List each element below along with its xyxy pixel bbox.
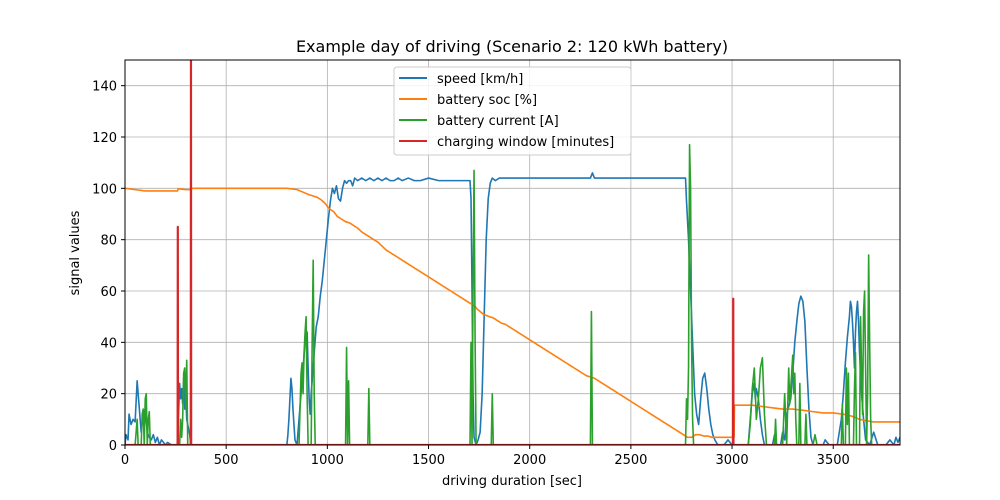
x-tick-label: 2500 <box>614 453 647 468</box>
y-tick-label: 100 <box>92 182 117 197</box>
x-tick-label: 2000 <box>513 453 546 468</box>
x-tick-label: 3000 <box>716 453 749 468</box>
y-axis-label: signal values <box>68 210 83 295</box>
y-tick-label: 140 <box>92 80 117 95</box>
x-axis-label: driving duration [sec] <box>442 474 582 489</box>
series-line-battery-soc <box>125 187 900 439</box>
chart-title: Example day of driving (Scenario 2: 120 … <box>296 37 728 56</box>
legend-entry: speed [km/h] <box>437 72 523 87</box>
series-layer <box>125 60 900 445</box>
y-tick-label: 80 <box>100 234 117 249</box>
series-line-battery-current-a <box>125 143 900 445</box>
x-tick-label: 1000 <box>311 453 344 468</box>
x-tick-label: 3500 <box>817 453 850 468</box>
ticks: 0 500 1000 1500 2000 2500 3000 3500 0 20 40 60 80 100… <box>92 80 850 468</box>
legend-box <box>393 66 632 156</box>
y-tick-label: 20 <box>100 388 117 403</box>
y-tick-label: 0 <box>109 439 117 454</box>
x-tick-label: 500 <box>214 453 239 468</box>
y-tick-label: 60 <box>100 285 117 300</box>
series-line-charging-window-minutes <box>125 60 900 445</box>
legend-entry: battery current [A] <box>437 114 559 129</box>
legend: speed [km/h] battery soc [%] battery curre… <box>393 66 632 156</box>
y-tick-label: 40 <box>100 336 117 351</box>
legend-entry: charging window [minutes] <box>437 135 614 150</box>
plot-frame <box>124 59 901 446</box>
y-tick-label: 120 <box>92 131 117 146</box>
x-tick-label: 0 <box>121 453 129 468</box>
x-tick-label: 1500 <box>412 453 445 468</box>
legend-entry: battery soc [%] <box>437 93 537 108</box>
